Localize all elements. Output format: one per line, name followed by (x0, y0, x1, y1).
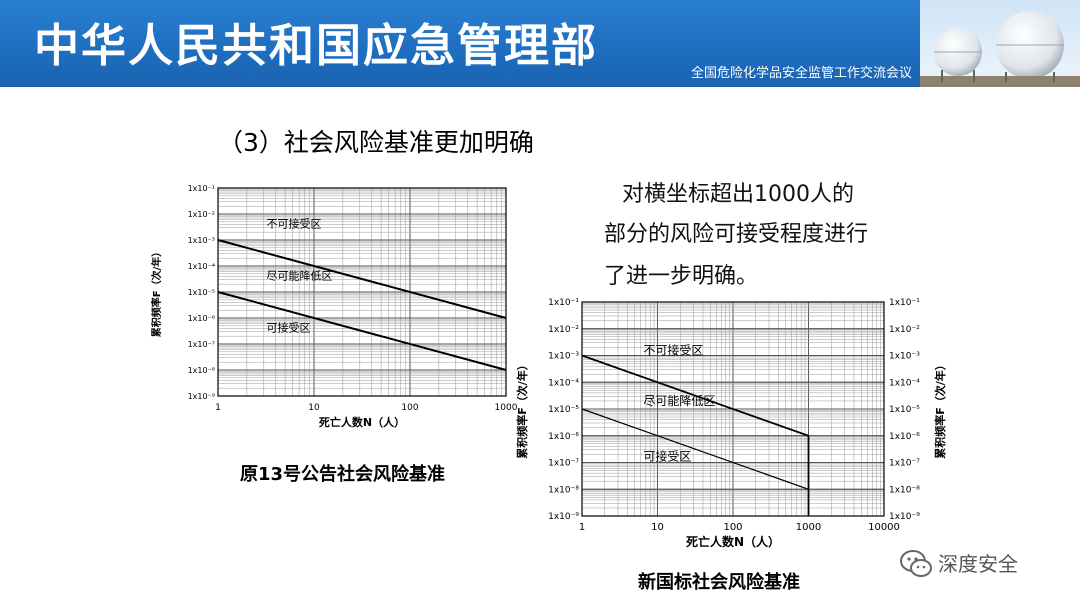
chart1-ytick-label: 1x10⁻⁸ (188, 366, 215, 375)
chart2-xtick-label: 1000 (796, 522, 821, 533)
chart2-ytick-label: 1x10⁻⁶ (548, 432, 579, 442)
chart2-ytick-label: 1x10⁻⁹ (889, 512, 920, 522)
chart2-ytick-label: 1x10⁻⁷ (889, 459, 920, 469)
wechat-icon (900, 550, 932, 577)
chart1-region-label: 不可接受区 (266, 218, 321, 231)
chart2-region-label: 不可接受区 (643, 342, 703, 357)
chart2-ytick-label: 1x10⁻³ (889, 352, 920, 362)
chart1-series-line-2 (217, 291, 507, 371)
chart2-ytick-label: 1x10⁻⁷ (548, 459, 579, 469)
body-text-line-3: 了进一步明确。 (604, 264, 759, 289)
section-title: （3）社会风险基准更加明确 (218, 128, 534, 157)
chart2-ytick-label: 1x10⁻⁴ (889, 378, 920, 388)
chart2-ytick-label: 1x10⁻⁶ (889, 432, 920, 442)
chart2-ylabel: 累积频率F（次/年） (515, 359, 529, 459)
chart2-ytick-label: 1x10⁻¹ (889, 298, 920, 308)
chart1-ytick-label: 1x10⁻¹ (188, 184, 215, 193)
storage-tanks-photo (920, 0, 1080, 87)
watermark-text: 深度安全 (938, 552, 1018, 576)
chart2-xtick-label: 100 (723, 522, 742, 533)
chart1-region-label: 可接受区 (266, 322, 310, 335)
chart2-region-label: 尽可能降低区 (643, 394, 715, 408)
chart1-ytick-label: 1x10⁻⁹ (188, 392, 215, 401)
chart2-xtick-label: 10000 (868, 522, 900, 533)
body-text-line-1: 对横坐标超出1000人的 (622, 182, 854, 207)
chart1-xtick-label: 1 (215, 403, 221, 413)
chart1-ytick-label: 1x10⁻⁶ (188, 314, 215, 323)
chart2-ytick-label: 1x10⁻¹ (548, 298, 579, 308)
chart2-xlabel: 死亡人数N（人） (686, 534, 780, 549)
chart2-ytick-label: 1x10⁻⁵ (889, 405, 920, 415)
chart1-region-label: 尽可能降低区 (266, 269, 332, 283)
chart1-ytick-label: 1x10⁻⁵ (188, 288, 215, 297)
chart2-ytick-label: 1x10⁻⁸ (889, 485, 920, 495)
chart2-region-label: 可接受区 (643, 448, 691, 463)
chart1-series-line-1 (217, 239, 507, 319)
chart2-ylabel-right: 累积频率F（次/年） (933, 359, 947, 459)
chart2-ytick-label: 1x10⁻⁵ (548, 405, 579, 415)
chart1-ytick-label: 1x10⁻² (188, 210, 215, 219)
chart1-ylabel: 累积频率F（次/年） (150, 247, 163, 337)
chart1-xtick-label: 10 (308, 403, 320, 413)
chart2-ytick-label: 1x10⁻⁸ (548, 485, 579, 495)
meeting-subtitle: 全国危险化学品安全监管工作交流会议 (690, 66, 912, 81)
chart2-caption: 新国标社会风险基准 (638, 572, 800, 593)
chart1-xtick-label: 1000 (495, 403, 518, 413)
chart1-grid (217, 187, 507, 397)
chart-new-standard: 1x10⁻¹ 1x10⁻¹ 1x10⁻² 1x10⁻² 1x10⁻³ 1x10⁻³ 1x10… (515, 298, 947, 549)
body-text-line-2: 部分的风险可接受程度进行 (604, 222, 869, 247)
chart1-ytick-label: 1x10⁻³ (188, 236, 215, 245)
chart2-xtick-label: 1 (579, 522, 585, 533)
header-banner: 中华人民共和国应急管理部 全国危险化学品安全监管工作交流会议 (0, 0, 1080, 87)
chart1-xtick-label: 100 (401, 403, 418, 413)
page-title: 中华人民共和国应急管理部 (34, 19, 599, 72)
chart2-xtick-label: 10 (651, 522, 664, 533)
chart2-ytick-label: 1x10⁻² (548, 325, 579, 335)
chart1-ytick-label: 1x10⁻⁴ (188, 262, 215, 271)
chart1-xlabel: 死亡人数N（人） (319, 415, 405, 429)
chart2-ytick-label: 1x10⁻² (889, 325, 920, 335)
chart2-ytick-label: 1x10⁻⁹ (548, 512, 579, 522)
chart2-ytick-label: 1x10⁻³ (548, 352, 579, 362)
chart1-ytick-label: 1x10⁻⁷ (188, 340, 215, 349)
chart2-series-line-2 (581, 408, 809, 490)
chart2-ytick-label: 1x10⁻⁴ (548, 378, 579, 388)
chart1-caption: 原13号公告社会风险基准 (240, 464, 446, 485)
chart-original-standard: 1x10⁻¹ 1x10⁻² 1x10⁻³ 1x10⁻⁴ 1x10⁻⁵ 1x10⁻⁶ 1x10… (150, 184, 518, 429)
